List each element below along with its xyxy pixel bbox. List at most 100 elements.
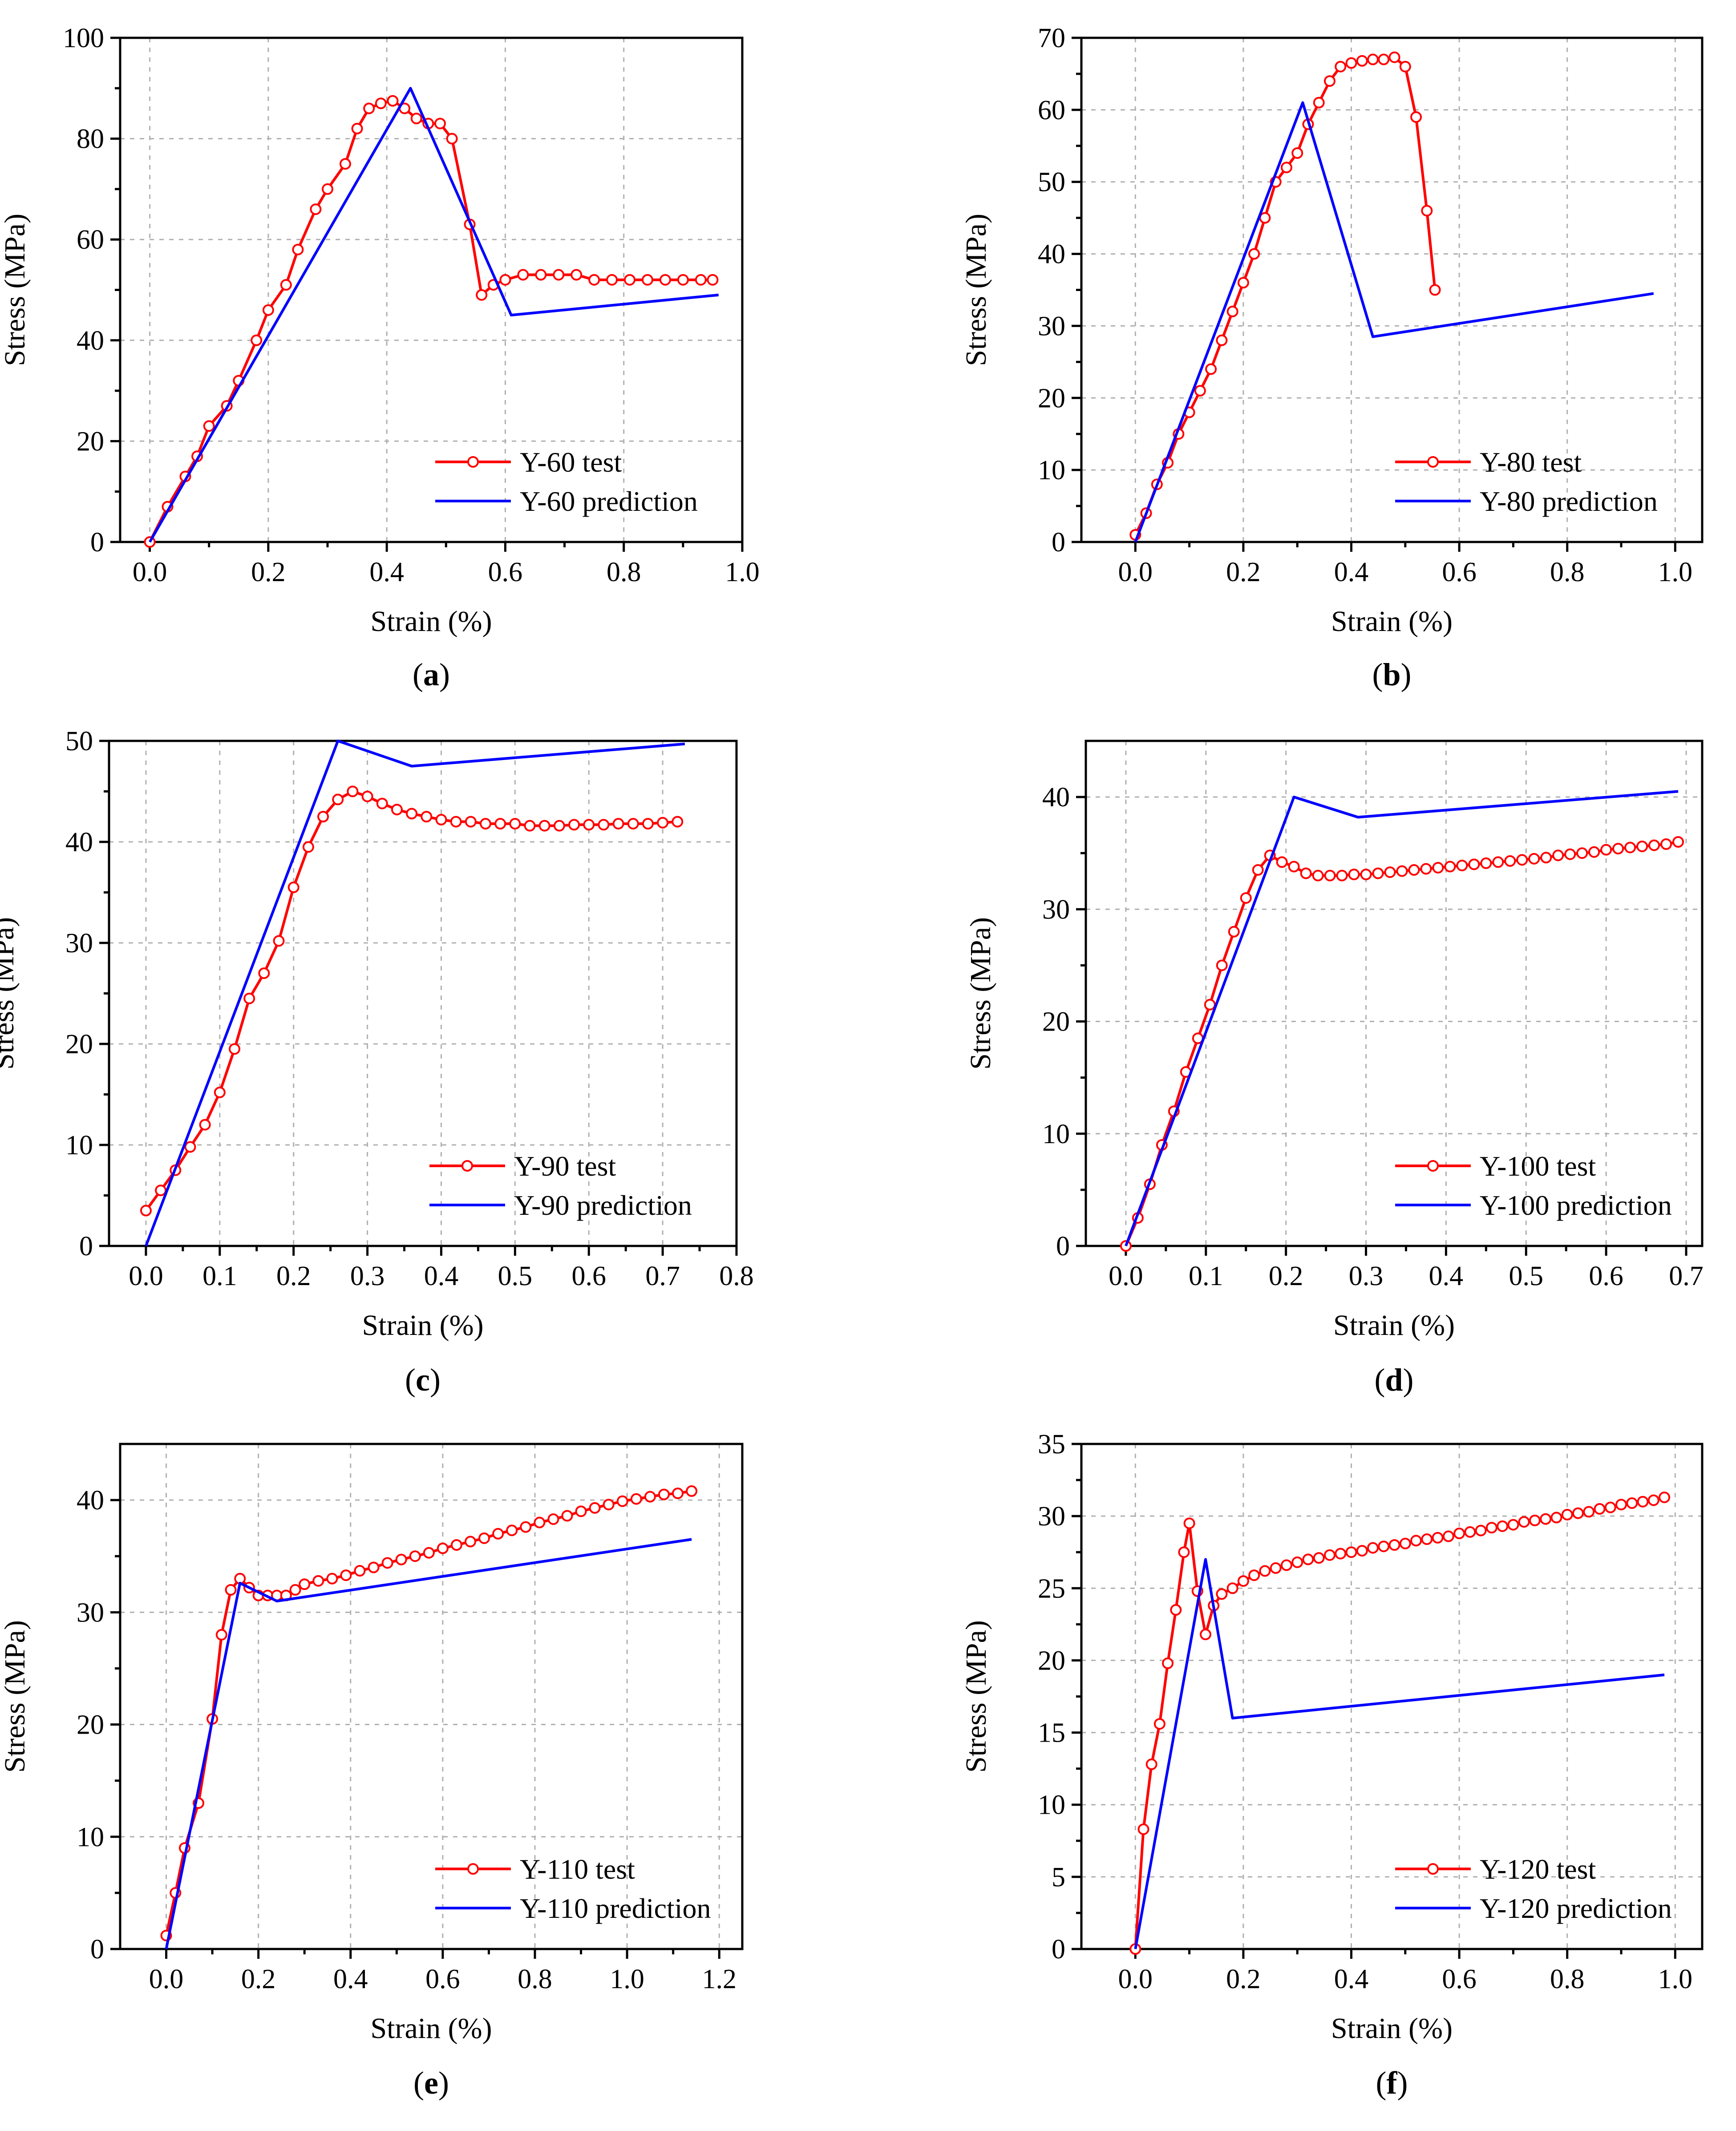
x-axis-title: Strain (%) (370, 605, 492, 638)
data-point (568, 819, 580, 831)
y-tick-label: 10 (65, 1130, 93, 1161)
data-point (1594, 1503, 1606, 1515)
data-point (322, 183, 333, 195)
data-point (1388, 51, 1400, 63)
series-y-90-test (140, 785, 684, 1217)
y-tick-label: 0 (1052, 527, 1065, 558)
data-point (1660, 838, 1672, 850)
data-point (1145, 1758, 1157, 1770)
data-point (1302, 1553, 1314, 1565)
data-point (229, 1043, 240, 1055)
plot-frame (119, 1443, 744, 1950)
data-point (1356, 1545, 1368, 1557)
x-tick-label: 0.4 (1334, 557, 1369, 587)
y-tick-label: 40 (65, 827, 93, 857)
data-point (1600, 844, 1612, 856)
data-point (547, 1513, 559, 1525)
data-point (553, 820, 565, 832)
series-y-90-prediction (145, 740, 685, 1247)
x-tick-label: 0.0 (129, 1261, 163, 1291)
chart-panel-e: 0.0 0.2 0.4 0.6 0.8 1.0 1.2 0 10 20 30 40 Strain (%)… (0, 1443, 744, 2101)
data-point (1345, 57, 1357, 69)
x-tick-label: 0.3 (350, 1261, 385, 1291)
data-point (1194, 385, 1206, 397)
data-point (1178, 1546, 1190, 1558)
data-point (1336, 869, 1348, 882)
legend: Y-80 test Y-80 prediction (1395, 446, 1658, 517)
y-tick-label: 40 (77, 1485, 104, 1516)
data-point (1372, 867, 1384, 879)
x-tick-label: 0.2 (251, 557, 286, 587)
y-tick-label: 0 (79, 1231, 93, 1262)
data-point (354, 1565, 366, 1577)
legend-label: Y-60 test (520, 446, 622, 478)
data-point (1313, 1552, 1325, 1564)
legend-label: Y-110 test (520, 1853, 635, 1885)
data-point (1672, 836, 1684, 848)
data-point (299, 1578, 311, 1590)
data-point (707, 274, 719, 286)
data-point (347, 785, 359, 797)
y-tick-label: 20 (1038, 383, 1065, 413)
data-point (616, 1495, 628, 1507)
y-tick-label: 5 (1052, 1862, 1065, 1892)
data-point (1367, 53, 1379, 65)
x-tick-label: 0.0 (1118, 557, 1153, 587)
plot-frame (1080, 1443, 1704, 1950)
data-point (1345, 1546, 1357, 1558)
data-point (435, 814, 447, 826)
x-tick-label: 0.7 (645, 1261, 680, 1291)
data-point (437, 1542, 449, 1554)
y-axis-title: Stress (MPa) (0, 917, 20, 1070)
data-point (1137, 1823, 1149, 1835)
data-point (184, 1141, 196, 1153)
legend: Y-110 test Y-110 prediction (435, 1853, 711, 1924)
data-point (1453, 1528, 1465, 1540)
data-point (258, 967, 270, 979)
data-point (1647, 1494, 1659, 1506)
panel-caption: (d) (1374, 1362, 1413, 1398)
data-point (1170, 1604, 1182, 1616)
data-point (406, 808, 418, 820)
data-point (598, 819, 610, 831)
data-point (478, 1532, 490, 1544)
y-tick-label: 0 (1052, 1934, 1065, 1965)
series-line (148, 99, 713, 543)
data-point (659, 274, 671, 286)
data-point (1348, 869, 1360, 881)
data-point (538, 820, 550, 832)
data-point (1237, 277, 1249, 289)
data-point (340, 1569, 352, 1581)
data-point (575, 1505, 587, 1517)
data-point (1648, 839, 1660, 851)
legend-label: Y-80 test (1480, 446, 1582, 478)
data-point (658, 1488, 670, 1500)
y-tick-label: 30 (1038, 311, 1065, 341)
series-line (148, 87, 719, 543)
data-point (480, 818, 491, 830)
y-tick-label: 20 (1038, 1646, 1065, 1676)
data-point (506, 1524, 518, 1537)
x-tick-label: 0.8 (1550, 1964, 1585, 1994)
data-point (606, 274, 618, 286)
panel-caption: (f) (1376, 2065, 1408, 2101)
data-point (1468, 858, 1480, 870)
data-point (1270, 1562, 1282, 1574)
x-tick-label: 0.6 (1589, 1261, 1623, 1291)
data-point (1280, 1559, 1292, 1571)
data-point (243, 992, 255, 1004)
legend-marker (1427, 1160, 1439, 1172)
x-tick-label: 1.0 (1658, 557, 1693, 587)
data-point (363, 102, 375, 114)
data-point (1583, 1506, 1595, 1518)
data-point (1288, 861, 1300, 873)
data-point (312, 1575, 324, 1587)
plot-frame (119, 36, 744, 543)
data-point (571, 269, 583, 281)
data-point (1367, 1542, 1379, 1554)
legend-marker (467, 456, 479, 468)
data-point (332, 793, 344, 805)
data-point (1456, 859, 1468, 871)
series-line (145, 790, 678, 1212)
